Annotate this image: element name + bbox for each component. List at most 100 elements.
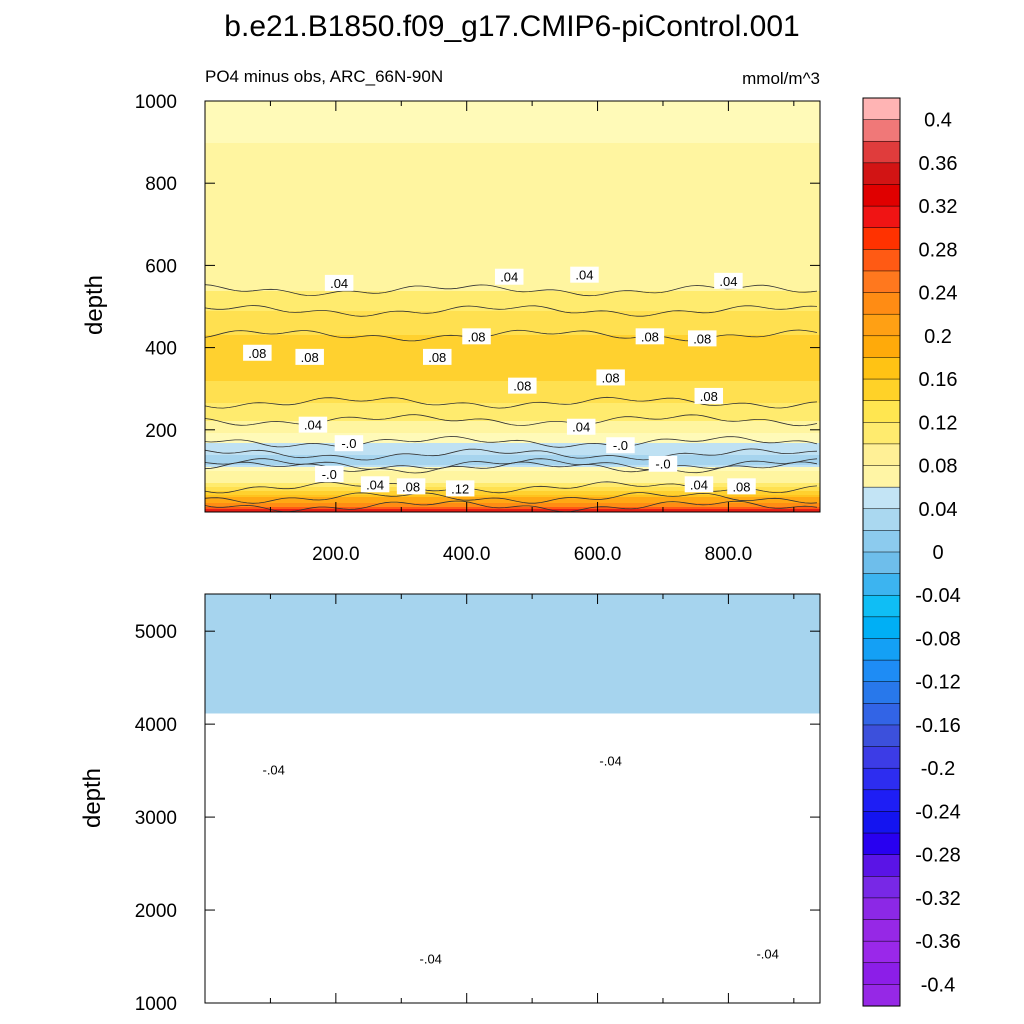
contour-fill xyxy=(205,101,820,513)
contour-label: -.04 xyxy=(592,752,629,769)
fill-band xyxy=(205,710,820,713)
upper-subtitle-left: PO4 minus obs, ARC_66N-90N xyxy=(205,67,443,86)
y-tick-label: 1000 xyxy=(135,994,177,1015)
contour-label: -.04 xyxy=(255,761,292,778)
fill-band xyxy=(205,632,820,635)
plot-frame xyxy=(204,593,821,1004)
colorbar-swatch xyxy=(862,205,901,229)
fill-band xyxy=(205,453,820,456)
fill-band xyxy=(205,694,820,697)
colorbar-label: -0.36 xyxy=(915,931,961,953)
fill-band xyxy=(205,475,820,478)
fill-band xyxy=(205,153,820,156)
fill-band xyxy=(205,251,820,254)
contour-label-bg xyxy=(423,348,452,365)
fill-band xyxy=(205,121,820,124)
fill-band xyxy=(205,602,820,605)
fill-band xyxy=(205,211,820,214)
contour-line xyxy=(204,492,818,504)
fill-band xyxy=(205,395,820,398)
fill-band xyxy=(205,127,820,130)
fill-band xyxy=(205,457,820,460)
contour-label: .04 xyxy=(566,418,596,435)
fill-band xyxy=(205,297,820,300)
colorbar-swatch xyxy=(862,508,901,531)
contour-label-text: -.0 xyxy=(613,438,628,453)
contour-label-bg xyxy=(694,387,724,404)
contour-label-text: -.0 xyxy=(341,436,356,451)
contour-line xyxy=(204,305,818,317)
y-tick-label: 1000 xyxy=(135,92,177,113)
contour-label-bg xyxy=(566,418,596,435)
fill-band xyxy=(205,419,820,422)
upper-y-axis-label: depth xyxy=(81,275,108,335)
fill-band xyxy=(205,257,820,260)
fill-band xyxy=(205,337,820,340)
fill-band xyxy=(205,333,820,336)
fill-band xyxy=(205,606,820,609)
colorbar-swatch xyxy=(862,400,901,423)
colorbar-swatch xyxy=(862,486,901,510)
fill-band xyxy=(205,507,820,510)
fill-band xyxy=(205,369,820,372)
fill-band xyxy=(205,471,820,474)
fill-band xyxy=(205,618,820,621)
fill-band xyxy=(205,674,820,677)
fill-band xyxy=(205,620,820,623)
fill-band xyxy=(205,463,820,466)
fill-band xyxy=(205,656,820,659)
colorbar-label: -0.24 xyxy=(915,801,961,823)
contour-label-bg xyxy=(494,268,524,285)
fill-band xyxy=(205,317,820,320)
fill-band xyxy=(205,311,820,314)
fill-band xyxy=(205,179,820,182)
fill-band xyxy=(205,357,820,360)
fill-band xyxy=(205,672,820,675)
contour-label-bg xyxy=(243,344,272,361)
colorbar-swatch xyxy=(862,811,901,834)
colorbar-label: -0.12 xyxy=(915,672,961,694)
contour-label-text: .08 xyxy=(248,346,266,361)
contour-label: .04 xyxy=(324,274,354,291)
colorbar-label: -0.32 xyxy=(915,888,961,910)
fill-band xyxy=(205,670,820,673)
contour-label: .04 xyxy=(714,272,743,289)
contour-label-bg xyxy=(298,416,328,433)
fill-band xyxy=(205,355,820,358)
colorbar-swatch xyxy=(862,119,901,142)
contour-label: .04 xyxy=(684,476,714,493)
fill-band xyxy=(205,233,820,236)
colorbar-swatch xyxy=(862,832,901,856)
fill-band xyxy=(205,161,820,164)
lower-y-axis-label: depth xyxy=(79,768,106,828)
colorbar-swatch xyxy=(862,962,901,985)
fill-band xyxy=(205,600,820,603)
fill-band xyxy=(205,323,820,326)
colorbar-label: -0.08 xyxy=(915,628,961,650)
fill-band xyxy=(205,682,820,685)
fill-band xyxy=(205,141,820,144)
contour-label: .08 xyxy=(596,369,625,386)
fill-band xyxy=(205,610,820,613)
x-tick-label: 200.0 xyxy=(312,544,360,565)
fill-band xyxy=(205,119,820,122)
fill-band xyxy=(205,449,820,452)
colorbar-label: 0.08 xyxy=(919,456,958,478)
contour-label: .08 xyxy=(295,348,324,365)
contour-label: .04 xyxy=(298,416,328,433)
fill-band xyxy=(205,596,820,599)
fill-band xyxy=(205,491,820,494)
colorbar-swatch xyxy=(862,854,901,877)
colorbar-swatch xyxy=(862,313,901,337)
fill-band xyxy=(205,261,820,264)
fill-band xyxy=(205,493,820,496)
contour-label-bg xyxy=(295,348,324,365)
fill-band xyxy=(205,167,820,170)
contour-label-text: -.04 xyxy=(599,753,621,768)
fill-band xyxy=(205,614,820,617)
fill-band xyxy=(205,327,820,330)
colorbar-label: 0.12 xyxy=(919,412,958,434)
fill-band xyxy=(205,654,820,657)
fill-band xyxy=(205,371,820,374)
fill-band xyxy=(205,706,820,709)
